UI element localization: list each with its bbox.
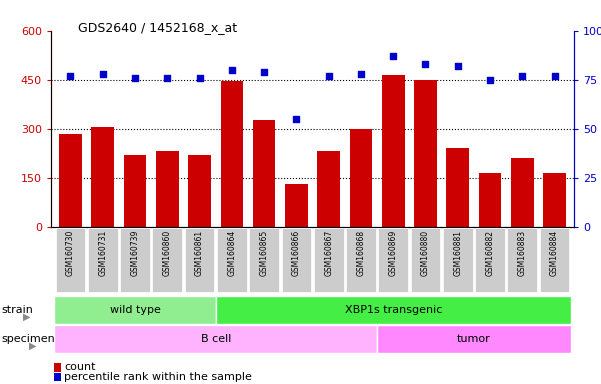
Text: GSM160881: GSM160881 (453, 230, 462, 276)
Text: GSM160865: GSM160865 (260, 230, 269, 276)
Point (259, 69, 269, 75)
Bar (543, 173, 566, 227)
FancyBboxPatch shape (185, 228, 215, 292)
FancyBboxPatch shape (346, 228, 376, 292)
Bar (479, 173, 501, 227)
FancyBboxPatch shape (379, 228, 408, 292)
Bar (188, 155, 211, 227)
FancyBboxPatch shape (56, 228, 85, 292)
FancyBboxPatch shape (54, 325, 377, 353)
Text: B cell: B cell (201, 334, 231, 344)
Text: specimen: specimen (2, 334, 55, 344)
Point (130, 74, 140, 81)
Point (550, 73, 560, 79)
Text: wild type: wild type (109, 305, 160, 315)
Text: ▶: ▶ (29, 341, 36, 351)
Text: GSM160861: GSM160861 (195, 230, 204, 276)
Bar (414, 80, 437, 227)
Point (356, 71, 366, 77)
FancyBboxPatch shape (54, 296, 216, 324)
Text: GSM160864: GSM160864 (227, 230, 236, 276)
FancyBboxPatch shape (410, 228, 441, 292)
Text: percentile rank within the sample: percentile rank within the sample (64, 372, 252, 382)
Text: GSM160866: GSM160866 (292, 230, 301, 276)
FancyBboxPatch shape (540, 228, 569, 292)
Bar (253, 121, 275, 227)
Bar (511, 158, 534, 227)
FancyBboxPatch shape (377, 325, 571, 353)
Text: count: count (64, 362, 96, 372)
Point (227, 67, 237, 73)
Point (98, 71, 108, 77)
Point (66, 73, 75, 79)
FancyBboxPatch shape (88, 228, 118, 292)
Point (291, 116, 301, 122)
FancyBboxPatch shape (120, 228, 150, 292)
Point (195, 74, 204, 81)
Text: GSM160883: GSM160883 (518, 230, 527, 276)
Point (388, 53, 398, 59)
Text: GSM160882: GSM160882 (486, 230, 495, 276)
Text: XBP1s transgenic: XBP1s transgenic (344, 305, 442, 315)
Bar (382, 75, 404, 227)
Point (324, 73, 334, 79)
Bar (124, 155, 146, 227)
FancyBboxPatch shape (153, 228, 182, 292)
Text: strain: strain (2, 305, 34, 315)
Point (421, 61, 430, 67)
Bar (59, 134, 82, 227)
Text: GSM160867: GSM160867 (324, 230, 333, 276)
FancyBboxPatch shape (281, 228, 311, 292)
Bar (350, 129, 372, 227)
Text: GSM160739: GSM160739 (130, 230, 139, 276)
Point (162, 74, 172, 81)
FancyBboxPatch shape (314, 228, 344, 292)
Bar (156, 152, 178, 227)
Point (485, 77, 495, 83)
Bar (221, 81, 243, 227)
Text: GSM160884: GSM160884 (550, 230, 559, 276)
Text: GSM160880: GSM160880 (421, 230, 430, 276)
FancyBboxPatch shape (216, 296, 571, 324)
Text: GDS2640 / 1452168_x_at: GDS2640 / 1452168_x_at (78, 21, 237, 34)
Bar (447, 148, 469, 227)
Bar (317, 152, 340, 227)
Text: GSM160731: GSM160731 (98, 230, 107, 276)
Text: GSM160730: GSM160730 (66, 230, 75, 276)
FancyBboxPatch shape (217, 228, 246, 292)
Bar (285, 184, 308, 227)
FancyBboxPatch shape (507, 228, 537, 292)
Bar (91, 127, 114, 227)
Text: tumor: tumor (457, 334, 491, 344)
Point (517, 73, 527, 79)
FancyBboxPatch shape (443, 228, 472, 292)
FancyBboxPatch shape (475, 228, 505, 292)
Text: GSM160868: GSM160868 (356, 230, 365, 276)
Text: ▶: ▶ (23, 312, 30, 322)
Text: GSM160860: GSM160860 (163, 230, 172, 276)
Point (453, 63, 463, 69)
Text: GSM160869: GSM160869 (389, 230, 398, 276)
FancyBboxPatch shape (249, 228, 279, 292)
